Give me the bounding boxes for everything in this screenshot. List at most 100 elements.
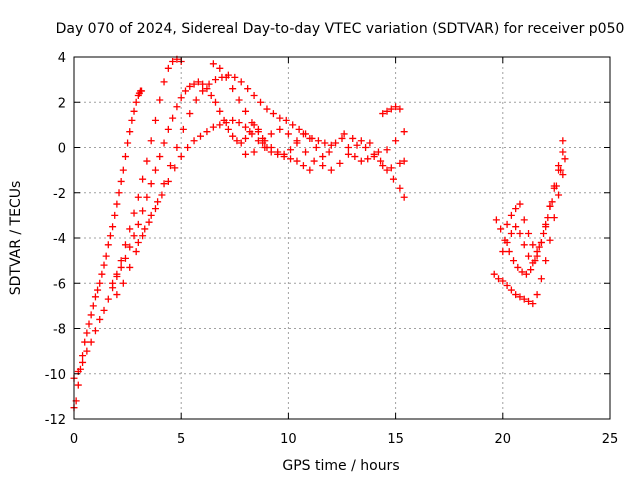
data-point [299,162,307,170]
data-point [85,320,93,328]
data-point [190,137,198,145]
data-point [379,162,387,170]
x-tick-label: 20 [495,432,512,447]
data-point [113,200,121,208]
data-point [130,107,138,115]
data-point [141,225,149,233]
data-point [533,248,541,256]
data-point [196,132,204,140]
data-point [267,130,275,138]
data-point [235,119,243,127]
data-point [151,166,159,174]
data-point [117,257,125,265]
data-point [192,96,200,104]
data-point [383,107,391,115]
data-point [179,125,187,133]
data-point [520,241,528,249]
data-point [353,141,361,149]
data-point [282,116,290,124]
data-point [237,139,245,147]
data-point [177,153,185,161]
data-point [542,223,550,231]
data-point [516,293,524,301]
data-point [295,125,303,133]
data-point [143,157,151,165]
data-point [518,268,526,276]
data-point [555,162,563,170]
data-point [507,211,515,219]
data-point [121,241,129,249]
data-point [104,241,112,249]
data-point [377,157,385,165]
data-point [299,130,307,138]
y-tick-label: -10 [45,368,66,383]
data-point [306,166,314,174]
data-point [115,189,123,197]
data-point [396,105,404,113]
data-point [164,64,172,72]
data-point [87,311,95,319]
grid [74,57,610,419]
data-point [312,144,320,151]
data-point [387,105,395,113]
data-point [400,157,408,165]
data-point [280,150,288,158]
data-point [319,162,327,170]
data-point [91,293,99,301]
data-point [237,78,245,86]
data-point [327,166,335,174]
x-tick-label: 0 [70,432,78,447]
data-point [79,358,87,366]
data-point [338,134,346,142]
data-point [344,150,352,158]
data-point [525,229,533,237]
data-point [138,87,146,95]
data-point [540,229,548,237]
data-point [147,137,155,145]
data-point [529,259,537,267]
data-point [284,130,292,138]
data-point [366,139,374,147]
data-point [160,78,168,86]
data-point [242,123,250,131]
data-point [503,239,511,247]
data-point [242,107,250,115]
data-point [119,279,127,287]
data-point [134,239,142,247]
data-point [166,162,174,170]
data-point [544,214,552,222]
y-tick-label: 0 [58,142,66,157]
data-point [104,295,112,303]
data-point [98,270,106,278]
data-point [340,130,348,138]
data-point [109,279,117,287]
data-point [520,295,528,303]
data-point [261,144,269,151]
x-axis-label: GPS time / hours [282,458,399,474]
data-point [499,248,507,256]
data-point [216,121,224,129]
data-point [121,254,129,262]
data-point [216,64,224,72]
data-point [400,193,408,201]
data-point [257,98,265,106]
data-point [181,87,189,95]
data-point [147,211,155,219]
data-point [94,286,102,294]
data-point [199,80,207,88]
data-point [310,157,318,165]
data-point [147,180,155,188]
data-point [96,279,104,287]
data-point [254,137,262,145]
data-point [527,266,535,274]
data-point [100,306,108,314]
data-point [514,263,522,271]
data-point [145,218,153,226]
data-point [542,257,550,265]
data-point [259,139,267,147]
data-point [344,144,352,151]
data-point [537,239,545,247]
data-point [117,177,125,185]
data-point [302,148,310,156]
data-point [512,291,520,299]
